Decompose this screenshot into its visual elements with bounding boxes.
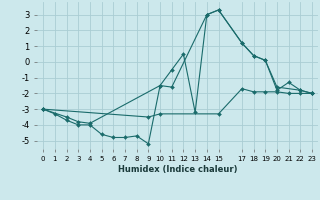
X-axis label: Humidex (Indice chaleur): Humidex (Indice chaleur) xyxy=(118,165,237,174)
